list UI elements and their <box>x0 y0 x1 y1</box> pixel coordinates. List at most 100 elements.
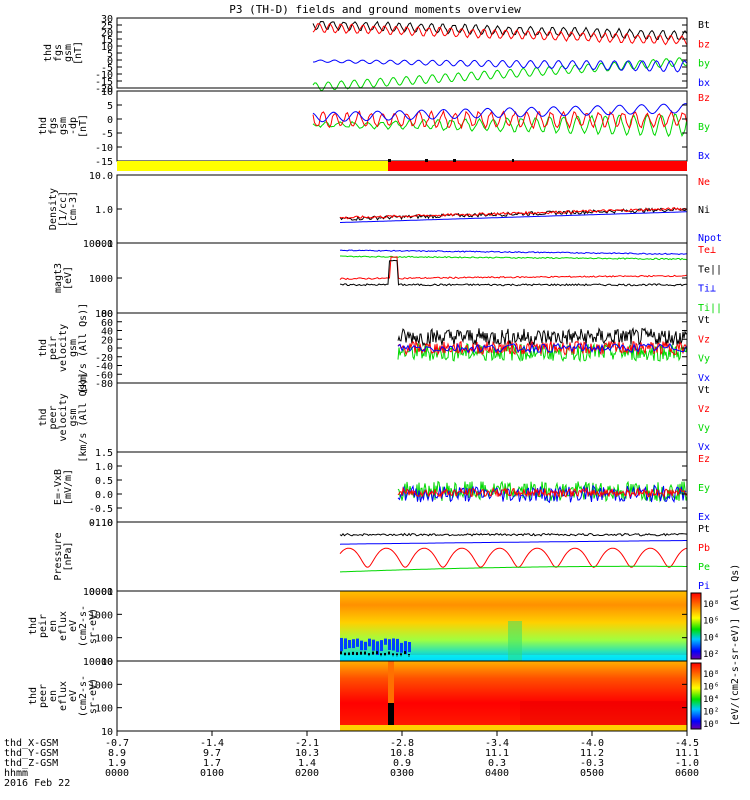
y-tick-label: 0.1 <box>95 239 113 250</box>
series-label: By <box>698 122 710 133</box>
y-axis-label-line: thd <box>38 117 49 135</box>
y-axis-label-line: sr-eV) <box>88 678 99 714</box>
series-label: by <box>698 59 710 70</box>
spectrogram-cell <box>360 651 362 655</box>
y-tick-label: 100 <box>95 704 113 715</box>
spectrogram-cell <box>364 651 366 655</box>
x-tick-label: -0.3 <box>580 758 604 769</box>
series-label: Bz <box>698 93 710 104</box>
y-axis-label-line: peer <box>38 684 49 708</box>
x-tick-label: 1.7 <box>203 758 221 769</box>
y-tick-label: 1000 <box>89 274 113 285</box>
spectrogram-cell <box>352 639 355 649</box>
line-npot <box>340 211 687 223</box>
spectrogram-cell <box>356 652 358 656</box>
y-axis-label: thd peer en eflux eV (cm2-s-sr-eV) <box>28 675 99 717</box>
y-axis-label: thd fgs gsm -dp [nT] <box>38 114 89 138</box>
y-tick-label: 10 <box>101 87 113 98</box>
y-axis-label-line: eflux <box>58 681 69 711</box>
quality-mark <box>453 159 456 162</box>
spectrogram-cell <box>372 639 375 651</box>
line-ne <box>339 207 687 220</box>
x-row-label: thd_Y-GSM <box>4 748 58 759</box>
spectrogram-cell <box>388 651 390 655</box>
spectrogram-cell <box>392 653 394 657</box>
colorbar-tick-label: 10⁰ <box>703 720 719 730</box>
line-bz <box>312 109 687 130</box>
y-tick-label: 10000 <box>83 239 113 250</box>
colorbar-tick-label: 10⁸ <box>703 670 719 680</box>
line-te-par <box>339 259 687 287</box>
series-label: Pe <box>698 562 710 573</box>
series-label: Vt <box>698 385 710 396</box>
y-tick-label: 0.10 <box>89 518 113 529</box>
line-ez <box>397 486 688 499</box>
y-axis-label-line: peir <box>38 614 49 638</box>
panel-4: Te⊥ Te|| Ti⊥ Ti|| 10000 1000 100 magt3 [eV] <box>53 239 722 320</box>
x-tick-label: -2.1 <box>295 738 319 749</box>
x-tick-label: 0.3 <box>488 758 506 769</box>
y-axis-label: E=-VxB [mV/m] <box>53 469 74 505</box>
colorbar-tick-label: 10⁶ <box>703 683 719 693</box>
y-tick-label: 100 <box>95 309 113 320</box>
line-ti-par <box>340 255 687 261</box>
series-label: Ez <box>698 454 710 465</box>
y-axis-label: magt3 [eV] <box>53 263 74 293</box>
y-axis-label-line: eV <box>68 690 79 702</box>
series-label: Vz <box>698 334 710 345</box>
y-axis-label-line: thd <box>28 687 39 705</box>
spectrogram-cell <box>396 653 398 657</box>
y-tick-label: 0 <box>107 344 113 355</box>
spectrogram-cell <box>380 653 382 657</box>
spectrogram-feature <box>388 703 394 731</box>
quality-segment <box>388 161 687 171</box>
spectrogram-cell <box>384 652 386 656</box>
y-tick-label: 100 <box>95 634 113 645</box>
y-tick-label: 0.5 <box>95 476 113 487</box>
line-pi <box>339 540 687 545</box>
y-axis-label: thd peir velocity gsm [km/s (All Qs)] <box>38 303 89 393</box>
y-axis-label-line: peir <box>48 336 59 360</box>
series-label: Ne <box>698 177 710 188</box>
y-tick-label: 80 <box>101 309 113 320</box>
colorbar-tick-label: 10⁴ <box>703 695 719 705</box>
x-tick-label: -3.4 <box>485 738 509 749</box>
y-axis-label-line: velocity <box>58 393 69 441</box>
y-axis-label-line: gsm <box>63 44 74 62</box>
x-tick-label: 0200 <box>295 768 319 779</box>
line-bx <box>312 103 687 123</box>
y-axis-label-line: gsm <box>68 339 79 357</box>
y-tick-label: 10000 <box>83 587 113 598</box>
spectrogram <box>340 661 687 731</box>
y-axis-label-line: gsm <box>68 408 79 426</box>
spectrogram-cell <box>380 640 383 652</box>
series-label: Pt <box>698 524 710 535</box>
colorbar <box>690 662 702 730</box>
spectrogram-cell <box>392 638 395 651</box>
series-label: Vy <box>698 423 710 434</box>
y-tick-label: 1.0 <box>95 462 113 473</box>
series-label: Te⊥ <box>698 245 716 256</box>
y-axis-label-line: fgs <box>53 44 64 62</box>
x-tick-label: 9.7 <box>203 748 221 759</box>
y-tick-label: 5 <box>107 101 113 112</box>
colorbar-tick-label: 10² <box>703 650 719 660</box>
spectrogram-cell <box>352 651 354 655</box>
spectrogram-cell <box>360 640 363 651</box>
x-tick-label: 0400 <box>485 768 509 779</box>
y-axis-label-line: en <box>48 690 59 702</box>
series-label: Bt <box>698 20 710 31</box>
series-label: Ni <box>698 205 710 216</box>
y-tick-label: -1.0 <box>89 518 113 529</box>
quality-mark <box>512 159 514 162</box>
y-axis-label: thd fgs gsm [nT] <box>43 41 84 65</box>
y-axis-label-line: en <box>48 620 59 632</box>
y-axis-label-line: -dp <box>68 117 79 135</box>
panel-2: Bz By Bx 10 5 0 -5 -10 -15 thd fgs gsm -dp [nT] <box>38 87 710 168</box>
colorbar-label: [eV/(cm2-s-sr-eV)] (All Qs) <box>730 564 741 727</box>
colorbar <box>690 592 702 660</box>
